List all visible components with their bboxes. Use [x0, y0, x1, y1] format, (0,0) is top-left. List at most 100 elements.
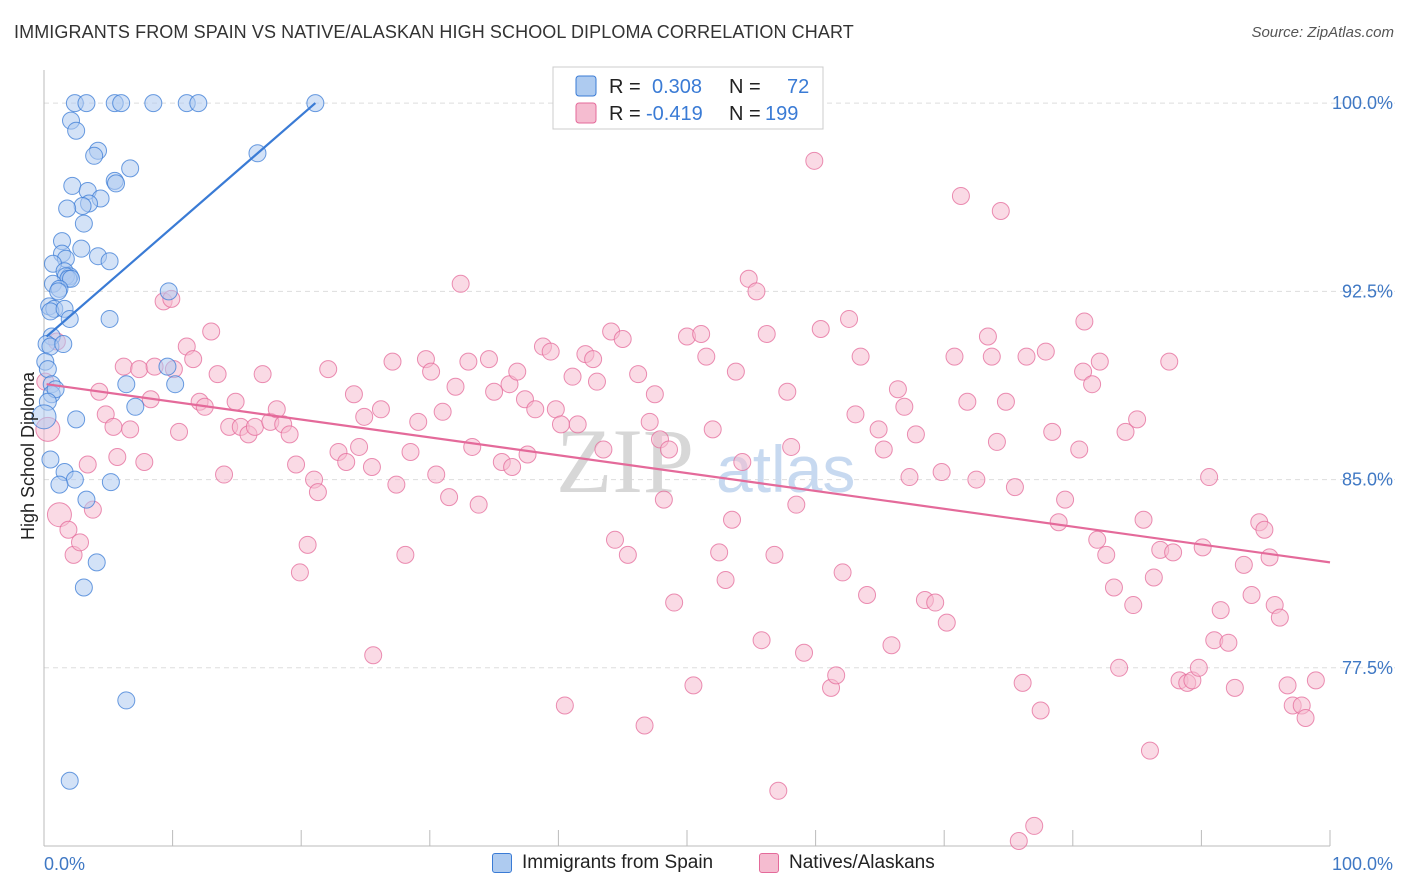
native-point-121: [805, 151, 824, 170]
native-point-158: [1049, 513, 1068, 532]
spain-point-1: [77, 94, 96, 113]
legend-n-value-1: 72: [787, 76, 809, 98]
native-point-199: [1306, 671, 1325, 690]
spain-point-43: [60, 309, 79, 328]
native-point-156: [1036, 342, 1055, 361]
spain-point-63: [101, 473, 120, 492]
native-point-140: [937, 613, 956, 632]
native-point-100: [665, 593, 684, 612]
native-point-37: [267, 400, 286, 419]
native-point-138: [926, 593, 945, 612]
spain-point-48: [54, 335, 73, 354]
native-point-150: [1005, 478, 1024, 497]
native-point-65: [451, 274, 470, 293]
native-point-95: [640, 412, 659, 431]
native-point-195: [1278, 676, 1297, 695]
y-tick-label-2: 85.0%: [1342, 470, 1393, 490]
native-point-112: [747, 282, 766, 301]
native-point-4: [59, 520, 78, 539]
native-point-183: [1200, 468, 1219, 487]
native-point-60: [422, 362, 441, 381]
native-point-54: [383, 352, 402, 371]
spain-point-21: [58, 199, 77, 218]
native-point-143: [958, 392, 977, 411]
native-point-87: [587, 372, 606, 391]
native-point-128: [851, 347, 870, 366]
native-point-146: [982, 347, 1001, 366]
native-point-109: [726, 362, 745, 381]
native-point-92: [618, 545, 637, 564]
spain-point-15: [107, 174, 126, 193]
spain-point-62: [65, 470, 84, 489]
spain-point-50: [38, 360, 57, 379]
legend-swatch-blue: [575, 75, 597, 97]
native-point-88: [594, 440, 613, 459]
native-point-53: [371, 400, 390, 419]
native-point-135: [900, 468, 919, 487]
native-point-115: [765, 545, 784, 564]
native-point-47: [337, 453, 356, 471]
native-point-104: [697, 347, 716, 366]
spain-point-34: [62, 269, 81, 288]
y-axis-label: High School Diploma: [18, 371, 38, 540]
native-point-15: [130, 360, 149, 379]
native-point-160: [1070, 440, 1089, 459]
legend-r-value-2: -0.419: [646, 103, 703, 125]
native-point-167: [1104, 578, 1123, 597]
spain-point-53: [166, 375, 185, 394]
native-point-118: [782, 437, 801, 456]
native-point-148: [991, 202, 1010, 221]
native-point-39: [280, 425, 299, 444]
native-point-114: [757, 325, 776, 343]
native-point-50: [355, 407, 374, 426]
native-point-98: [654, 490, 673, 509]
native-point-11: [104, 417, 123, 436]
native-point-127: [846, 405, 865, 424]
native-point-110: [733, 453, 752, 471]
native-point-86: [584, 350, 603, 369]
native-point-83: [563, 367, 582, 386]
native-point-105: [703, 420, 722, 439]
native-point-191: [1255, 520, 1274, 539]
spain-trend-line: [45, 102, 317, 338]
y-tick-labels: 100.0% 92.5% 85.0% 77.5%: [1332, 93, 1393, 678]
native-point-162: [1075, 312, 1094, 331]
native-point-169: [1116, 422, 1135, 441]
native-point-80: [546, 400, 565, 419]
native-trend-line: [46, 383, 1331, 564]
spain-point-4: [144, 94, 163, 113]
native-point-52: [364, 646, 383, 665]
legend-n-label-2: N =: [729, 103, 761, 125]
legend-r-label-1: R =: [609, 76, 641, 98]
native-point-108: [723, 510, 742, 529]
native-point-172: [1134, 510, 1153, 529]
native-point-189: [1242, 586, 1261, 605]
spain-point-37: [49, 282, 68, 301]
native-point-42: [298, 535, 317, 554]
native-point-45: [319, 360, 338, 379]
native-point-102: [684, 676, 703, 695]
native-point-147: [987, 432, 1006, 451]
spain-point-60: [41, 450, 60, 469]
spain-point-58: [126, 397, 145, 416]
spain-point-38: [159, 282, 178, 301]
native-point-142: [951, 186, 970, 205]
native-point-77: [526, 400, 545, 419]
native-point-141: [945, 347, 964, 366]
native-point-173: [1140, 741, 1159, 760]
native-point-186: [1219, 633, 1238, 652]
native-point-144: [967, 470, 986, 489]
native-point-66: [459, 352, 478, 371]
native-point-67: [463, 437, 482, 456]
native-point-51: [362, 458, 381, 477]
native-point-70: [485, 382, 504, 401]
spain-point-65: [77, 490, 96, 509]
spain-point-66: [87, 553, 106, 572]
native-point-84: [568, 415, 587, 434]
native-point-16: [135, 453, 154, 471]
y-tick-label-3: 77.5%: [1342, 658, 1393, 678]
native-point-58: [409, 412, 428, 431]
x-tick-marks: [43, 830, 1331, 846]
native-point-107: [716, 570, 735, 589]
